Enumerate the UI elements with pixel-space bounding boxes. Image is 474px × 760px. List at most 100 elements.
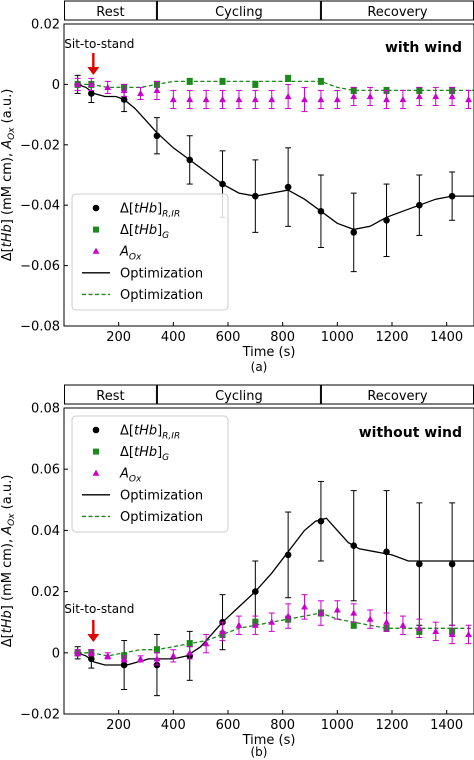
event-label: Sit-to-stand: [64, 37, 134, 51]
plot-frame: [63, 23, 474, 327]
triangle-marker: [366, 615, 374, 622]
phase-label: Cycling: [215, 5, 263, 20]
plot-area: [74, 74, 474, 273]
triangle-marker: [219, 95, 226, 103]
legend-label: Optimization: [120, 266, 203, 281]
triangle-marker: [153, 655, 161, 662]
triangle-marker: [186, 649, 194, 656]
x-tick-label: 1200: [375, 330, 408, 345]
y-tick-label: 0: [52, 646, 60, 661]
y-tick-label: 0.08: [31, 402, 60, 417]
triangle-marker: [383, 618, 390, 625]
y-tick-label: 0: [52, 78, 60, 93]
square-marker: [186, 640, 193, 647]
x-tick-label: 400: [161, 330, 186, 345]
x-axis-label: Time (s): [242, 733, 296, 748]
triangle-marker: [153, 86, 161, 94]
triangle-marker: [251, 95, 259, 103]
plot-area: [74, 480, 474, 697]
legend-label: Δ[tHb]R,IR: [120, 424, 180, 442]
triangle-marker: [235, 95, 243, 103]
triangle-marker: [186, 95, 194, 103]
circle-marker: [219, 180, 226, 188]
triangle-marker: [87, 649, 95, 656]
circle-marker: [153, 132, 161, 140]
optimization-dashed-line: [77, 612, 474, 657]
optimization-solid-line: [77, 517, 474, 666]
square-marker: [219, 78, 226, 85]
circle-marker: [88, 655, 95, 663]
phase-box: [156, 384, 321, 405]
event-arrow-head: [87, 634, 100, 642]
x-tick-label: 1000: [321, 330, 354, 345]
y-tick-label: 0.04: [31, 524, 60, 539]
circle-marker: [383, 217, 390, 224]
triangle-marker: [169, 95, 177, 103]
triangle-marker: [219, 627, 226, 634]
triangle-marker: [399, 95, 407, 103]
x-tick-label: 600: [216, 718, 241, 733]
circle-marker: [284, 183, 292, 191]
circle-marker: [416, 201, 423, 209]
legend-box: [71, 193, 229, 311]
triangle-marker: [448, 630, 456, 638]
circle-marker: [416, 560, 423, 568]
triangle-marker: [301, 603, 308, 610]
y-tick-label: −0.02: [20, 138, 60, 153]
triangle-marker: [268, 95, 276, 103]
triangle-marker: [415, 624, 423, 631]
triangle-marker: [465, 630, 472, 638]
triangle-marker: [74, 80, 82, 87]
triangle-marker: [251, 621, 259, 628]
triangle-marker: [74, 649, 82, 656]
phase-label: Rest: [96, 389, 124, 404]
circle-marker: [350, 229, 358, 236]
triangle-marker: [432, 92, 440, 100]
legend-circle-marker: [92, 204, 100, 212]
legend-label: Δ[tHb]R,IR: [120, 202, 180, 220]
legend-label: Δ[tHb]G: [120, 223, 169, 241]
circle-marker: [252, 588, 259, 595]
legend-square-marker: [93, 448, 99, 455]
triangle-marker: [333, 606, 341, 613]
y-tick-label: −0.06: [20, 259, 60, 274]
triangle-marker: [87, 80, 95, 87]
legend-label: Optimization: [120, 488, 203, 503]
circle-marker: [88, 90, 95, 97]
panel-caption: (b): [251, 745, 268, 759]
x-tick-label: 800: [270, 330, 295, 345]
phase-label: Rest: [96, 5, 124, 20]
triangle-marker: [137, 655, 144, 662]
y-axis-label: Δ[tHb] (mM cm), AOx (a.u.): [0, 89, 17, 262]
legend-label: AOx: [119, 467, 142, 485]
square-marker: [317, 78, 324, 85]
legend-label: AOx: [119, 245, 142, 263]
triangle-marker: [317, 609, 325, 616]
x-tick-label: 600: [216, 330, 241, 345]
square-marker: [285, 75, 292, 82]
triangle-marker: [169, 652, 177, 659]
phase-box: [156, 0, 321, 21]
event-arrow-head: [87, 67, 100, 75]
triangle-marker: [137, 89, 144, 97]
legend: Δ[tHb]R,IR Δ[tHb]G AOx Optimization Optimiza…: [71, 193, 229, 311]
y-tick-label: −0.04: [20, 199, 60, 214]
circle-marker: [284, 551, 292, 559]
x-tick-label: 1400: [430, 330, 463, 345]
triangle-marker: [235, 621, 243, 628]
triangle-marker: [120, 86, 128, 94]
panel-caption: (a): [251, 360, 268, 374]
triangle-marker: [284, 92, 292, 100]
triangle-marker: [202, 640, 210, 647]
event-label: Sit-to-stand: [64, 602, 134, 616]
triangle-marker: [104, 652, 112, 659]
triangle-marker: [333, 95, 341, 103]
x-tick-label: 200: [106, 330, 131, 345]
x-tick-label: 200: [106, 718, 131, 733]
legend-label: Optimization: [120, 510, 203, 525]
legend-triangle-marker: [92, 247, 100, 254]
circle-marker: [186, 156, 194, 164]
y-tick-label: 0.02: [31, 18, 60, 33]
triangle-marker: [448, 92, 456, 100]
legend: Δ[tHb]R,IR Δ[tHb]G AOx Optimization Optimiza…: [71, 415, 229, 533]
